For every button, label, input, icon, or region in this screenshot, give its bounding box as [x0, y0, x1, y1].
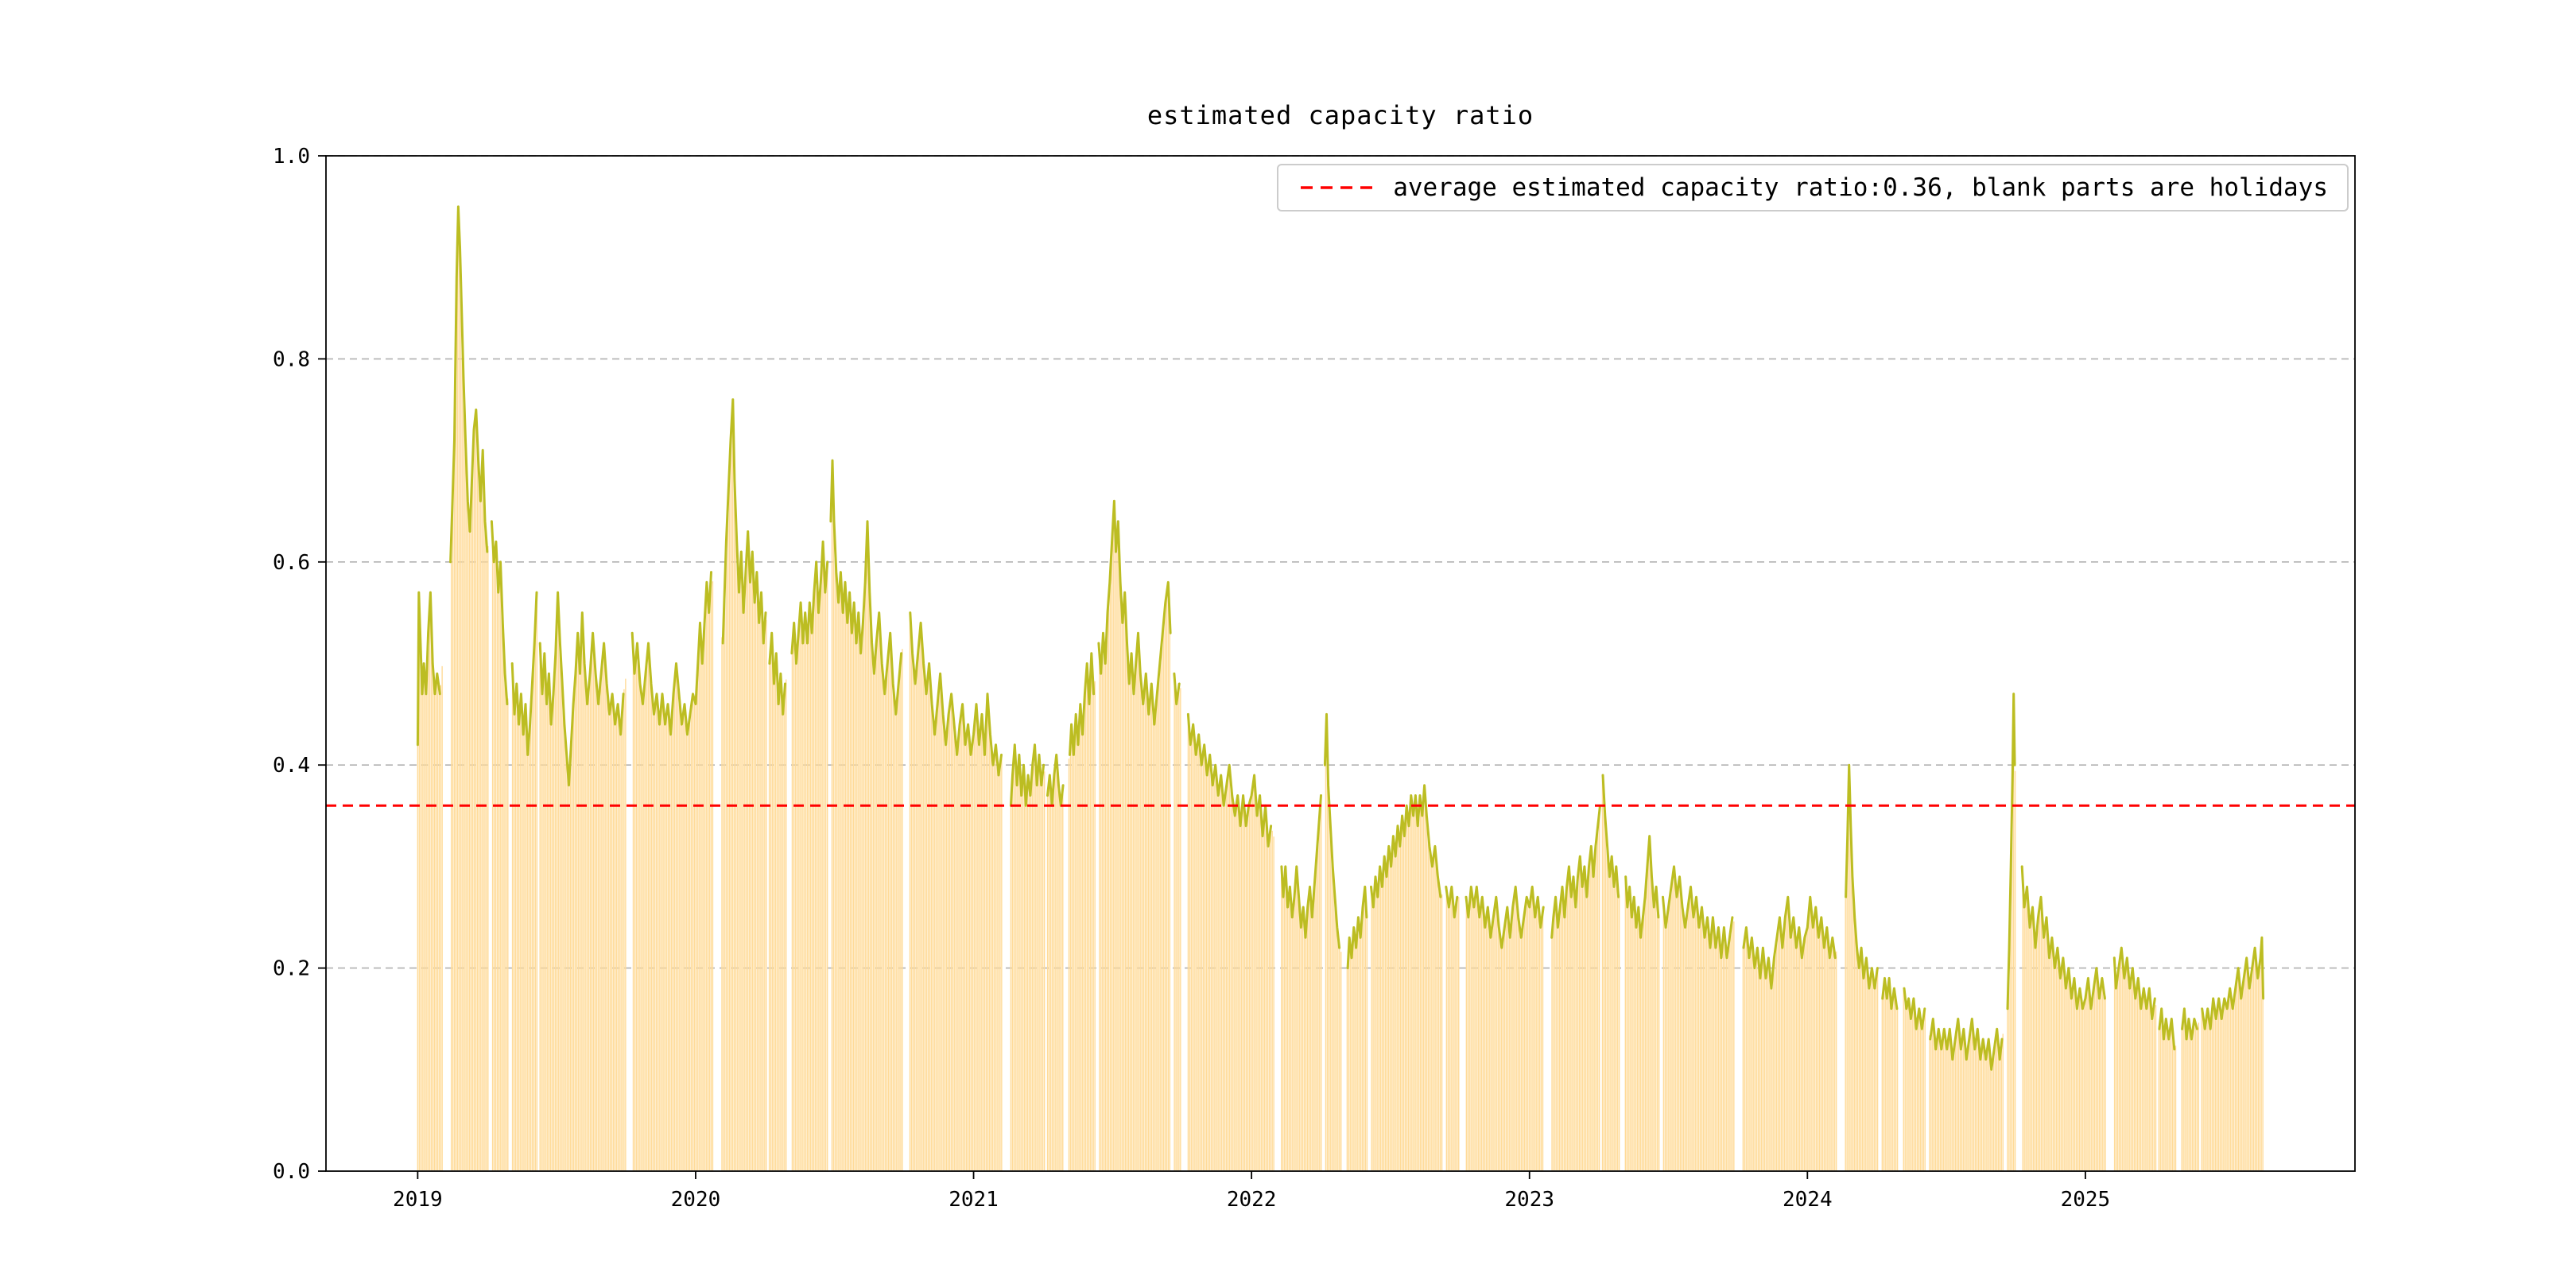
y-tick-label: 1.0	[273, 145, 310, 169]
y-tick-label: 0.8	[273, 347, 310, 371]
x-tick-label: 2025	[2061, 1188, 2111, 1212]
x-tick-label: 2021	[949, 1188, 999, 1212]
capacity-line	[416, 205, 2265, 1071]
x-tick-label: 2023	[1504, 1188, 1554, 1212]
legend-dashed-line-icon	[1301, 186, 1375, 189]
x-tick-label: 2024	[1783, 1188, 1833, 1212]
axes-frame	[325, 155, 2356, 1172]
x-tick-label: 2020	[671, 1188, 721, 1212]
y-tick-label: 0.0	[273, 1160, 310, 1184]
x-tick-label: 2022	[1227, 1188, 1277, 1212]
holiday-stems	[417, 223, 2264, 1170]
legend-label: average estimated capacity ratio:0.36, b…	[1393, 173, 2328, 202]
legend: average estimated capacity ratio:0.36, b…	[1277, 164, 2349, 211]
x-axis-ticks: 2019 2020 2021 2022 2023 2024 2025	[393, 1171, 2110, 1212]
x-tick-label: 2019	[393, 1188, 443, 1212]
chart-title: estimated capacity ratio	[1146, 100, 1534, 130]
y-axis-ticks: 0.0 0.2 0.4 0.6 0.8 1.0	[273, 145, 326, 1184]
grid-lines	[326, 155, 2355, 969]
y-tick-label: 0.6	[273, 551, 310, 575]
y-tick-label: 0.2	[273, 957, 310, 981]
y-tick-label: 0.4	[273, 754, 310, 778]
